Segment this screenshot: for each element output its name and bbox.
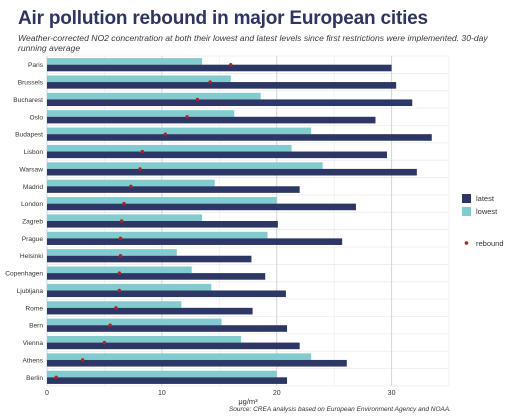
y-tick-label: London: [21, 201, 43, 208]
legend-swatch-latest: [462, 194, 471, 203]
bar-lowest: [47, 179, 215, 187]
legend-swatch-lowest: [462, 207, 471, 216]
bar-lowest: [47, 92, 261, 100]
rebound-dot: [229, 62, 233, 67]
source-note: Source: CREA analysis based on European …: [228, 406, 451, 413]
y-tick-label: Oslo: [29, 114, 43, 121]
y-tick-label: Copenhagen: [5, 271, 43, 278]
bar-latest: [47, 325, 288, 332]
rebound-dot: [118, 254, 123, 258]
bar-lowest: [47, 231, 268, 239]
bar-lowest: [47, 301, 182, 308]
bar-lowest: [47, 353, 312, 360]
y-tick-label: Berlin: [26, 375, 43, 382]
rebound-dot: [108, 323, 112, 327]
rebound-dot: [102, 340, 107, 345]
rebound-dot: [195, 97, 200, 102]
bar-lowest: [47, 75, 231, 83]
rebound-dot: [163, 132, 168, 136]
bar-latest: [47, 134, 432, 141]
x-tick-label: 30: [388, 390, 396, 397]
rebound-dot: [54, 375, 58, 380]
bar-latest: [47, 377, 288, 384]
bar-latest: [47, 99, 413, 107]
bar-latest: [47, 116, 376, 124]
bar-lowest: [47, 144, 292, 152]
chart-subtitle: Weather-corrected NO2 concentration at b…: [18, 33, 488, 53]
bar-latest: [47, 203, 356, 211]
y-tick-label: Brussels: [18, 80, 44, 87]
bar-latest: [47, 64, 392, 72]
rebound-dot: [129, 184, 133, 188]
y-tick-label: Bucharest: [13, 97, 43, 104]
rebound-dot: [185, 115, 189, 119]
bar-lowest: [47, 58, 203, 65]
y-tick-label: Lisbon: [24, 149, 44, 156]
bar-lowest: [47, 197, 277, 204]
bar-latest: [47, 307, 253, 315]
y-tick-label: Paris: [28, 62, 44, 69]
bar-latest: [47, 342, 300, 350]
bar-latest: [47, 186, 300, 193]
bar-latest: [47, 273, 266, 280]
bar-lowest: [47, 162, 323, 169]
rebound-dot: [138, 167, 142, 171]
rebound-dot: [117, 288, 122, 293]
rebound-dot: [114, 306, 118, 310]
rebound-dot: [118, 236, 123, 241]
bar-latest: [47, 221, 278, 228]
y-tick-label: Zagreb: [22, 219, 43, 226]
rebound-dot: [119, 219, 124, 223]
y-tick-label: Rome: [25, 305, 43, 312]
y-tick-label: Bern: [29, 323, 43, 330]
bar-latest: [47, 359, 347, 367]
y-tick-label: Ljubljana: [17, 288, 44, 295]
y-tick-label: Warsaw: [19, 166, 43, 173]
bar-latest: [47, 82, 397, 89]
bar-lowest: [47, 335, 242, 343]
y-tick-label: Prague: [22, 236, 44, 243]
y-tick-label: Vienna: [23, 340, 44, 347]
rebound-dot: [140, 149, 145, 154]
rebound-dot: [122, 201, 126, 206]
bar-lowest: [47, 370, 277, 378]
bar-lowest: [47, 127, 312, 135]
rebound-dot: [208, 80, 212, 84]
bar-latest: [47, 290, 286, 298]
y-tick-label: Athens: [22, 357, 43, 364]
x-tick-label: 20: [273, 390, 281, 397]
rebound-dot: [80, 358, 85, 362]
bar-lowest: [47, 214, 203, 221]
chart-title: Air pollution rebound in major European …: [18, 8, 428, 29]
y-tick-label: Helsinki: [20, 253, 44, 260]
bar-latest: [47, 151, 387, 159]
legend-label-lowest: lowest: [476, 207, 498, 216]
bar-lowest: [47, 249, 177, 256]
bar-lowest: [47, 266, 192, 274]
bar-lowest: [47, 283, 212, 291]
y-tick-label: Madrid: [23, 184, 43, 191]
rebound-dot: [117, 271, 122, 275]
x-tick-label: 0: [45, 390, 49, 397]
x-axis-label: μg/m³: [238, 397, 258, 406]
x-tick-label: 10: [158, 390, 166, 397]
bar-latest: [47, 168, 417, 176]
y-tick-label: Budapest: [15, 132, 43, 139]
bar-lowest: [47, 318, 222, 326]
bar-lowest: [47, 110, 235, 117]
legend-label-latest: latest: [476, 194, 495, 203]
legend-label-rebound: rebound: [476, 239, 504, 248]
legend-swatch-rebound: [464, 241, 469, 245]
bar-latest: [47, 255, 252, 263]
bar-latest: [47, 238, 343, 245]
